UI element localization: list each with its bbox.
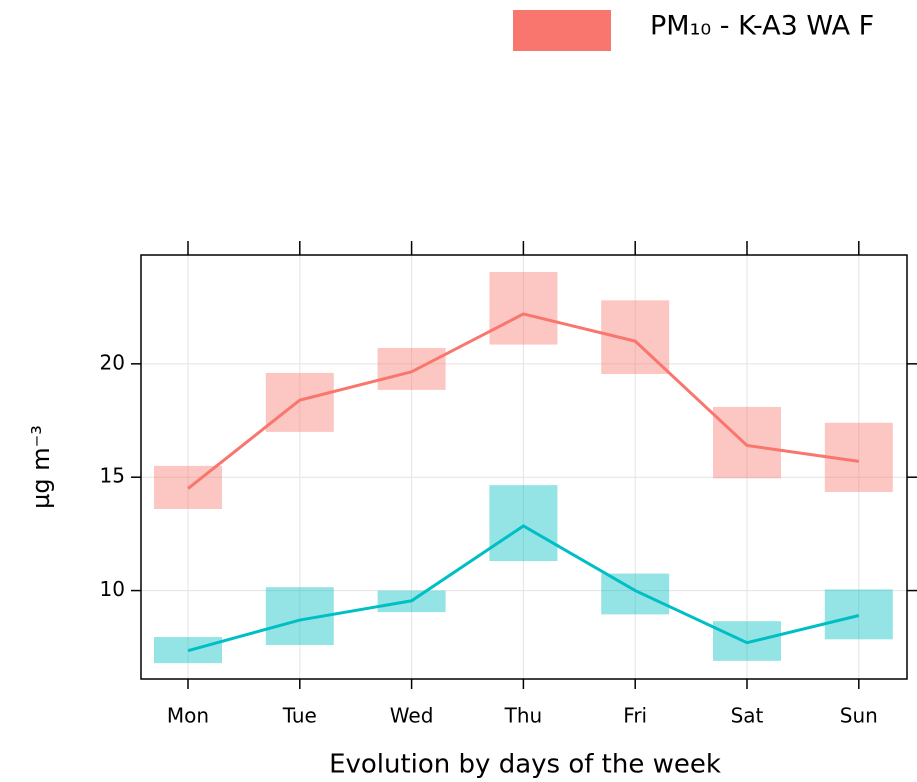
interval-box — [601, 573, 670, 615]
y-tick-label: 15 — [100, 464, 125, 488]
interval-box — [265, 372, 334, 432]
interval-box — [824, 589, 893, 640]
plot-frame — [140, 254, 908, 680]
x-tick-label: Wed — [390, 704, 434, 728]
legend-label: PM₁₀ - K-A3 WA F — [650, 11, 874, 42]
x-tick-label: Thu — [504, 704, 543, 728]
x-tick-label: Fri — [623, 704, 647, 728]
interval-box — [377, 347, 446, 390]
y-axis-label: µg m⁻³ — [27, 425, 55, 509]
interval-box — [713, 406, 781, 479]
interval-box — [489, 272, 558, 345]
x-tick-label: Sat — [731, 704, 764, 728]
interval-box — [713, 621, 781, 661]
x-tick-label: Mon — [167, 704, 209, 728]
x-tick-label: Tue — [282, 704, 317, 728]
series-line — [187, 312, 860, 490]
x-tick-label: Sun — [840, 704, 878, 728]
legend-swatch — [513, 10, 611, 51]
y-tick-label: 10 — [100, 577, 125, 601]
series-line — [187, 524, 860, 653]
y-tick-label: 20 — [100, 350, 125, 374]
interval-box — [489, 485, 558, 562]
x-axis-label: Evolution by days of the week — [329, 750, 721, 780]
